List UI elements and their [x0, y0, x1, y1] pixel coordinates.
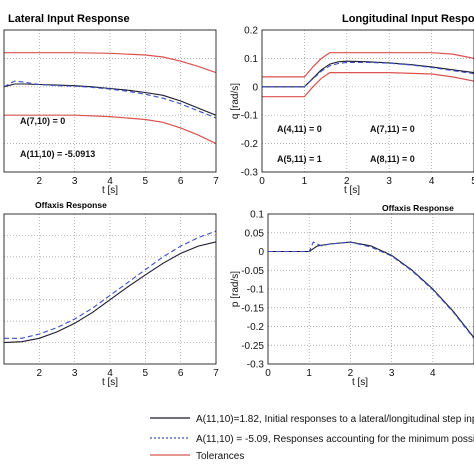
y-tick-label: -0.3: [247, 360, 265, 371]
x-axis-label: t [s]: [102, 377, 118, 388]
series-line-solid: [4, 241, 216, 344]
annotation-label: A(8,11) = 0: [370, 154, 415, 164]
x-tick-label: 1: [306, 368, 312, 379]
x-tick-label: 4: [429, 176, 435, 187]
series-line-solid: [262, 60, 474, 88]
chart-panel-4: -0.3 -0.25 -0.2 -0.15 -0.1 -0.05 0 0.05 0.1 0 1 2 3 4…: [230, 203, 474, 388]
x-axis-label: t [s]: [344, 185, 360, 196]
annotation-label: A(5,11) = 1: [277, 154, 322, 164]
x-tick-label: 3: [386, 176, 392, 187]
y-tick-label: -0.1: [247, 285, 265, 296]
x-axis-label: t [s]: [352, 377, 368, 388]
plot-frame: [3, 213, 217, 365]
series-line-dashed: [262, 61, 474, 88]
x-tick-label: 2: [37, 176, 43, 187]
series-line-dashed: [4, 80, 216, 119]
y-axis-label: p [rad/s]: [230, 271, 241, 307]
x-tick-label: 1: [302, 176, 308, 187]
y-tick-label: -0.2: [247, 322, 265, 333]
y-tick-label: 0.1: [244, 54, 258, 65]
series-line-dashed: [4, 230, 216, 339]
chart-panel-1: 2 3 4 5 6 7 Lateral Input Response t [s] A(7,10)…: [3, 13, 219, 196]
y-tick-label: -0.15: [241, 303, 264, 314]
series-line-dashed: [268, 241, 474, 339]
series-line-solid: [4, 83, 216, 116]
series-line-red: [4, 114, 216, 145]
x-tick-label: 5: [143, 368, 149, 379]
y-tick-label: 0.2: [244, 26, 258, 37]
annotation-label: A(4,11) = 0: [277, 124, 322, 134]
legend-label-red: Tolerances: [196, 451, 244, 462]
x-tick-label: 3: [72, 176, 78, 187]
x-tick-label: 6: [178, 368, 184, 379]
legend-label-solid: A(11,10)=1.82, Initial responses to a la…: [196, 413, 474, 425]
x-tick-label: 0: [265, 368, 271, 379]
plot-frame: [3, 29, 217, 173]
y-tick-label: -0.1: [241, 111, 259, 122]
x-tick-label: 7: [213, 368, 219, 379]
y-tick-label: -0.05: [241, 266, 264, 277]
series-line-red: [4, 52, 216, 74]
y-tick-label: -0.3: [241, 168, 259, 179]
x-tick-label: 4: [430, 368, 436, 379]
x-tick-label: 3: [72, 368, 78, 379]
chart-panel-2: -0.3 -0.2 -0.1 0 0.1 0.2 0 1 2 3 4 5 Longitudinal In…: [230, 13, 474, 196]
chart-title: Lateral Input Response: [8, 13, 130, 25]
x-axis-label: t [s]: [102, 185, 118, 196]
plot-frame: [261, 29, 474, 173]
chart-panel-3: 2 3 4 5 6 7 Offaxis Response t [s]: [3, 200, 219, 388]
x-tick-label: 4: [107, 368, 113, 379]
x-tick-label: 0: [259, 176, 265, 187]
y-tick-label: -0.2: [241, 139, 259, 150]
plot-frame: [267, 213, 474, 365]
y-tick-label: 0: [252, 82, 258, 93]
y-axis-label: q [rad/s]: [230, 83, 241, 119]
annotation-label: A(7,10) = 0: [20, 116, 65, 126]
x-tick-label: 4: [107, 176, 113, 187]
series-line-red: [262, 52, 474, 78]
chart-title: Offaxis Response: [35, 200, 107, 210]
y-tick-label: 0.05: [245, 228, 265, 239]
y-tick-label: 0: [258, 247, 264, 258]
legend: A(11,10)=1.82, Initial responses to a la…: [150, 413, 474, 462]
annotation-label: A(11,10) = -5.0913: [20, 149, 95, 159]
x-tick-label: 2: [37, 368, 43, 379]
x-tick-label: 5: [471, 176, 474, 187]
y-tick-label: -0.25: [241, 341, 264, 352]
x-tick-label: 7: [213, 176, 219, 187]
x-tick-label: 2: [344, 176, 350, 187]
annotation-label: A(7,11) = 0: [370, 124, 415, 134]
plot-area: [262, 30, 474, 172]
x-tick-label: 5: [143, 176, 149, 187]
series-line-red: [262, 72, 474, 98]
x-tick-label: 6: [178, 176, 184, 187]
legend-label-dashed: A(11,10) = -5.09, Responses accounting f…: [196, 434, 474, 445]
chart-title: Longitudinal Input Respo: [342, 13, 474, 25]
chart-title: Offaxis Response: [382, 203, 454, 213]
y-tick-label: 0.1: [250, 210, 264, 221]
x-tick-label: 2: [348, 368, 354, 379]
x-tick-label: 3: [389, 368, 395, 379]
